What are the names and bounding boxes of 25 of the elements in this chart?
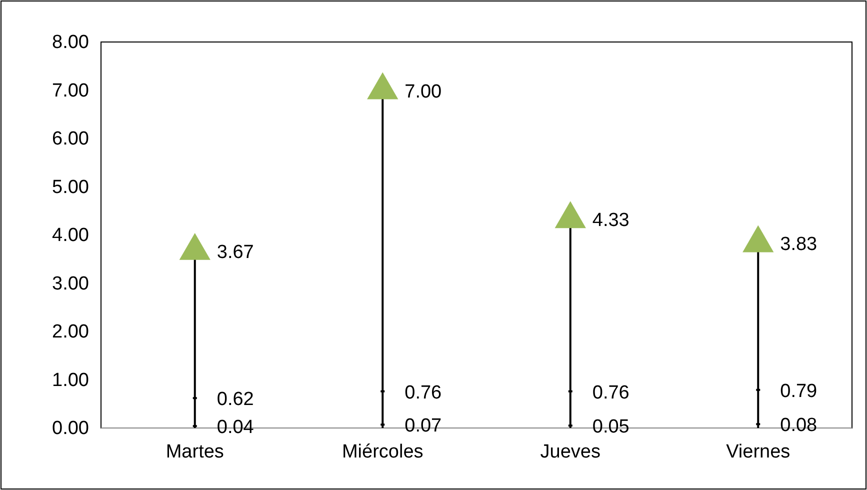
data-label: 3.67: [216, 242, 254, 263]
y-tick-label: 1.00: [52, 370, 89, 391]
data-label: 0.08: [780, 415, 818, 436]
data-label: 0.07: [404, 416, 442, 437]
y-tick-label: 3.00: [52, 273, 89, 294]
y-tick-label: 0.00: [52, 418, 89, 440]
y-tick-label: 2.00: [52, 322, 89, 343]
y-tick-label: 4.00: [52, 225, 89, 246]
x-tick-label: Miércoles: [342, 441, 424, 462]
data-label: 7.00: [404, 81, 442, 102]
data-label: 0.04: [216, 417, 254, 438]
data-label: 0.05: [592, 416, 630, 438]
data-label: 3.83: [780, 234, 818, 256]
y-tick-label: 6.00: [52, 128, 89, 150]
data-label: 0.62: [216, 389, 254, 410]
y-tick-label: 7.00: [52, 80, 89, 102]
y-tick-label: 5.00: [52, 176, 89, 198]
x-tick-label: Viernes: [726, 441, 790, 462]
data-label: 4.33: [592, 210, 630, 232]
y-tick-label: 8.00: [52, 32, 89, 54]
x-tick-label: Martes: [166, 441, 224, 462]
data-label: 0.76: [592, 382, 630, 404]
x-tick-label: Jueves: [540, 441, 600, 462]
data-label: 0.76: [404, 382, 442, 404]
data-label: 0.79: [780, 380, 818, 402]
